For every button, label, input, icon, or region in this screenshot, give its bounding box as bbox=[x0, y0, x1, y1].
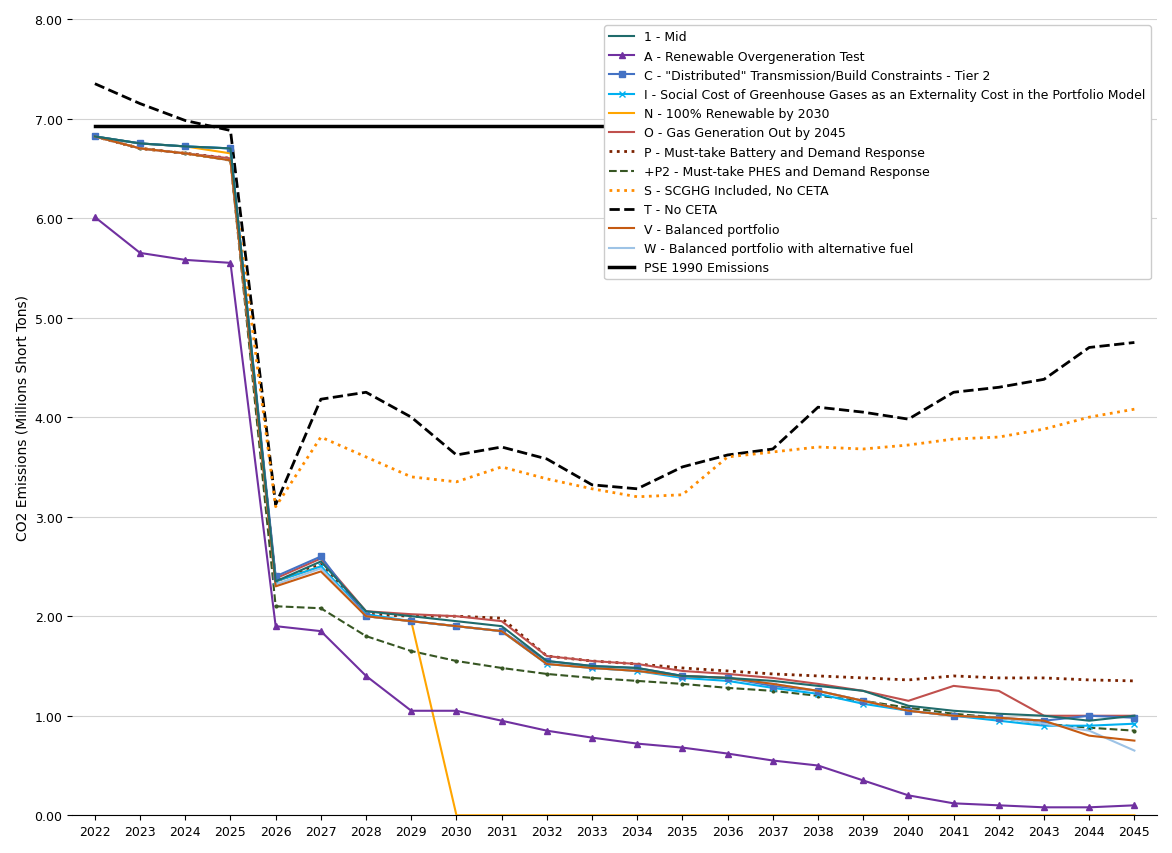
Y-axis label: CO2 Emissions (Millions Short Tons): CO2 Emissions (Millions Short Tons) bbox=[15, 295, 29, 541]
Legend: 1 - Mid, A - Renewable Overgeneration Test, C - "Distributed" Transmission/Build: 1 - Mid, A - Renewable Overgeneration Te… bbox=[605, 26, 1151, 280]
